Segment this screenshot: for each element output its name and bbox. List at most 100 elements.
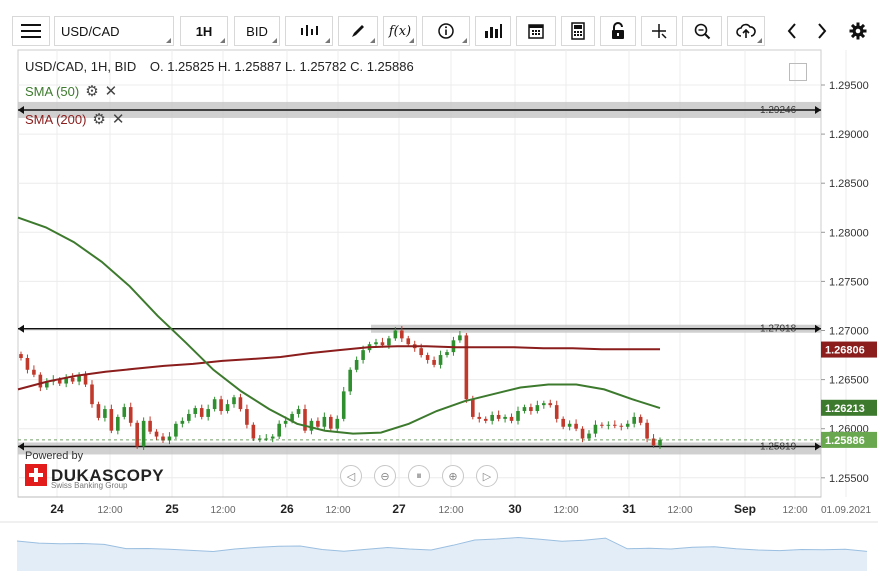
candle-body	[348, 369, 352, 392]
reset-zoom-button[interactable]: ⏸	[408, 465, 430, 487]
calendar-icon	[528, 24, 544, 39]
candle-body	[38, 374, 43, 388]
hline-label: 1.25819	[760, 441, 797, 452]
candle-body	[503, 416, 507, 419]
zoom-out-button[interactable]: ⊖	[374, 465, 396, 487]
y-tick-label: 1.29500	[829, 80, 869, 92]
candle-body	[329, 416, 333, 429]
candle-body	[245, 409, 249, 425]
scroll-right-button[interactable]: ▷	[476, 465, 498, 487]
price-label: 1.26806	[825, 345, 865, 357]
prev-button[interactable]	[778, 16, 806, 46]
candle-body	[600, 424, 604, 426]
legend-symbol: USD/CAD, 1H, BID	[25, 59, 137, 74]
candles-icon	[301, 25, 318, 36]
y-axis: 1.29500 1.29000 1.28500 1.28000 1.27500 1.270…	[821, 80, 869, 485]
candle-body	[374, 342, 378, 345]
close-icon[interactable]: ✕	[111, 111, 125, 128]
x-tick-label: 12:00	[553, 505, 578, 516]
candle-body	[270, 436, 275, 439]
candle-body	[251, 424, 256, 439]
candle-body	[19, 354, 23, 358]
upload-button[interactable]	[727, 16, 765, 46]
period-select[interactable]: 1H	[180, 16, 228, 46]
candle-body	[509, 416, 514, 421]
candle-body	[400, 330, 404, 339]
hline-band	[18, 442, 821, 455]
candle-body	[258, 438, 262, 440]
sma200-label[interactable]: SMA (200)	[25, 112, 87, 127]
candle-body	[25, 357, 30, 370]
candle-body	[574, 423, 578, 429]
candle-body	[387, 338, 391, 346]
candle-body	[567, 423, 572, 427]
candle-body	[122, 407, 127, 417]
candle-body	[64, 377, 68, 384]
candle-body	[593, 424, 598, 434]
calculator-button[interactable]	[561, 16, 595, 46]
price-labels: 1.26806 1.26213 1.25886	[821, 341, 877, 448]
candle-body	[638, 416, 643, 423]
candle-body	[529, 407, 533, 412]
x-tick-label: 30	[508, 502, 522, 516]
scroll-left-button[interactable]: ◁	[340, 465, 362, 487]
draw-button[interactable]	[338, 16, 378, 46]
expand-icon[interactable]	[789, 63, 807, 81]
settings-icon	[849, 22, 867, 40]
candle-body	[619, 425, 624, 427]
candle-body	[45, 381, 49, 388]
hline-arrow-right	[815, 105, 821, 114]
legend-ohlc: O. 1.25825 H. 1.25887 L. 1.25782 C. 1.25…	[149, 59, 414, 74]
dukascopy-logo[interactable]: DUKASCOPY Swiss Banking Group	[25, 464, 164, 490]
candle-body	[225, 404, 230, 412]
chart-type-button[interactable]	[285, 16, 333, 46]
sma50-label[interactable]: SMA (50)	[25, 84, 80, 99]
close-icon[interactable]: ✕	[104, 83, 118, 100]
candle-body	[477, 416, 482, 419]
x-tick-label: 12:00	[325, 505, 350, 516]
zoom-in-button[interactable]: ⊕	[442, 465, 464, 487]
x-tick-label: 12:00	[667, 505, 692, 516]
y-tick-label: 1.27000	[829, 326, 869, 338]
candle-body	[625, 423, 630, 427]
swiss-flag-icon	[25, 464, 47, 486]
x-tick-label: 12:00	[438, 505, 463, 516]
candle-body	[645, 422, 649, 439]
y-tick-label: 1.27500	[829, 276, 869, 288]
volume-button[interactable]	[475, 16, 511, 46]
candle-body	[187, 413, 191, 421]
menu-button[interactable]	[12, 16, 50, 46]
candle-body	[606, 424, 611, 426]
calendar-button[interactable]	[516, 16, 556, 46]
candle-body	[316, 420, 320, 427]
hline-label: 1.29246	[760, 105, 797, 116]
next-button[interactable]	[808, 16, 836, 46]
y-tick-label: 1.29000	[829, 129, 869, 141]
candle-body	[303, 409, 307, 431]
gear-icon[interactable]: ⚙	[85, 83, 99, 100]
brand-tagline: Swiss Banking Group	[51, 481, 128, 490]
candle-body	[193, 408, 198, 414]
gear-icon[interactable]: ⚙	[92, 111, 106, 128]
lock-button[interactable]	[600, 16, 636, 46]
sma50-legend: SMA (50) ⚙ ✕	[25, 84, 117, 99]
candle-body	[425, 355, 430, 360]
info-button[interactable]	[422, 16, 470, 46]
symbol-select[interactable]: USD/CAD	[54, 16, 174, 46]
side-select[interactable]: BID	[234, 16, 280, 46]
candle-body	[561, 418, 565, 427]
hamburger-icon	[21, 24, 41, 38]
indicators-button[interactable]: f(x)	[383, 16, 417, 46]
hline-label: 1.27018	[760, 324, 797, 335]
candle-body	[277, 423, 281, 437]
settings-button[interactable]	[844, 16, 872, 46]
crosshair-button[interactable]	[641, 16, 677, 46]
horizontal-lines: 1.29246 1.27018 1.25819	[18, 101, 821, 455]
candle-body	[658, 439, 662, 446]
candle-body	[141, 420, 146, 447]
candle-body	[283, 420, 288, 424]
candle-body	[290, 413, 294, 421]
zoom-button[interactable]	[682, 16, 722, 46]
x-tick-label: 25	[165, 502, 179, 516]
